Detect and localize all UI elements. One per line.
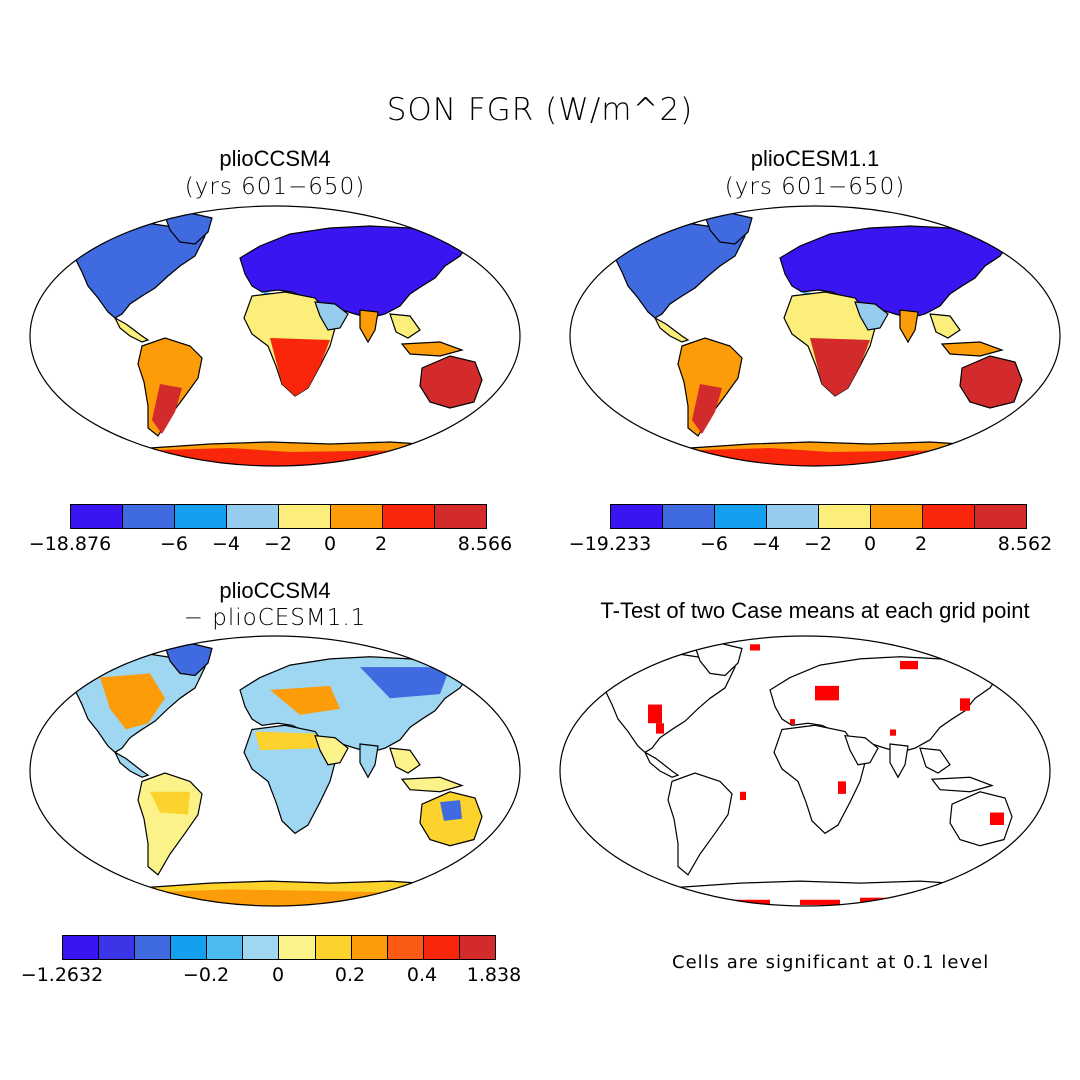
colorbar-3-label: −0.2 — [182, 964, 230, 986]
colorbar-1-label: −2 — [263, 533, 293, 555]
cb2-swatch — [871, 505, 923, 528]
map-panel-3 — [29, 635, 521, 907]
cb1-swatch — [175, 505, 227, 528]
panel-1-subtitle: (yrs 601−650) — [184, 174, 366, 200]
cb2-swatch — [715, 505, 767, 528]
panel-2-subtitle: (yrs 601−650) — [724, 174, 906, 200]
cb3-swatch — [315, 936, 352, 959]
cb1-swatch — [383, 505, 435, 528]
colorbar-3-label: 0.4 — [406, 964, 438, 986]
cb3-swatch — [387, 936, 424, 959]
panel-3-title: plioCCSM4 — [219, 578, 331, 603]
colorbar-2-label: −19.233 — [568, 533, 652, 555]
panel-1-title: plioCCSM4 — [219, 146, 331, 171]
colorbar-1-label: 0 — [323, 533, 337, 555]
colorbar-1-label: −4 — [211, 533, 241, 555]
significance-footnote: Cells are significant at 0.1 level — [672, 952, 990, 973]
cb3-swatch — [207, 936, 244, 959]
figure-title: SON FGR (W/m^2) — [386, 92, 694, 128]
cb1-swatch — [435, 505, 486, 528]
cb2-swatch — [767, 505, 819, 528]
cb1-swatch — [331, 505, 383, 528]
cb1-swatch — [227, 505, 279, 528]
colorbar-2-label: 0 — [863, 533, 877, 555]
colorbar-1-label: −18.876 — [28, 533, 112, 555]
colorbar-1-label: −6 — [159, 533, 189, 555]
colorbar-2-label: −2 — [803, 533, 833, 555]
colorbar-3-label: 0.2 — [334, 964, 366, 986]
colorbar-3 — [62, 935, 496, 960]
panel-2-title: plioCESM1.1 — [750, 146, 880, 171]
cb3-swatch — [351, 936, 388, 959]
cb3-swatch — [135, 936, 172, 959]
cb2-swatch — [819, 505, 871, 528]
cb3-swatch — [279, 936, 316, 959]
map-panel-1 — [29, 205, 521, 467]
cb3-swatch — [423, 936, 460, 959]
colorbar-2-label: 2 — [914, 533, 928, 555]
colorbar-2-label: 8.562 — [997, 533, 1053, 555]
cb2-swatch — [663, 505, 715, 528]
cb3-swatch — [459, 936, 495, 959]
colorbar-1-label: 8.566 — [457, 533, 513, 555]
cb3-swatch — [99, 936, 136, 959]
panel-3-subtitle: − plioCESM1.1 — [183, 605, 367, 631]
panel-4-title: T-Test of two Case means at each grid po… — [600, 598, 1030, 623]
cb3-swatch — [243, 936, 280, 959]
colorbar-3-label: −1.2632 — [20, 964, 104, 986]
cb1-swatch — [123, 505, 175, 528]
map-panel-4 — [559, 635, 1051, 907]
colorbar-1-label: 2 — [374, 533, 388, 555]
cb2-swatch — [975, 505, 1026, 528]
cb3-swatch — [63, 936, 100, 959]
cb3-swatch — [171, 936, 208, 959]
colorbar-2-label: −6 — [699, 533, 729, 555]
colorbar-2 — [610, 504, 1027, 529]
cb1-swatch — [279, 505, 331, 528]
cb1-swatch — [71, 505, 123, 528]
map-panel-2 — [569, 205, 1061, 467]
cb2-swatch — [923, 505, 975, 528]
colorbar-2-label: −4 — [751, 533, 781, 555]
colorbar-3-label: 1.838 — [466, 964, 522, 986]
colorbar-3-label: 0 — [271, 964, 285, 986]
colorbar-1 — [70, 504, 487, 529]
cb2-swatch — [611, 505, 663, 528]
